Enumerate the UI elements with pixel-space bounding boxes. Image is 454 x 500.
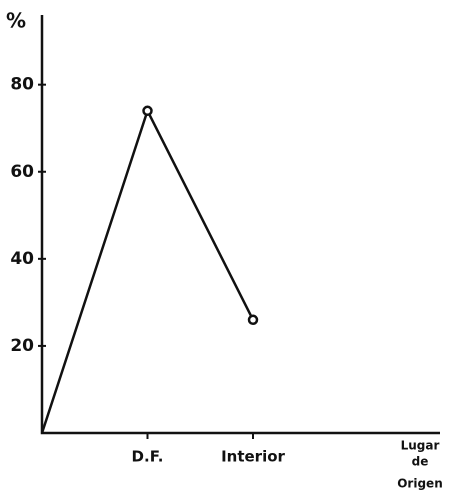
axes [40,15,440,435]
x-tick-label: Interior [221,448,285,466]
x-axis-label: Lugar [401,439,440,453]
data-line [40,109,255,434]
y-axis-label: % [6,9,26,33]
point [247,314,259,326]
y-tick-label: 80 [10,75,34,95]
point [142,105,153,117]
y-tick-label: 20 [10,336,34,356]
x-axis-label: Origen [397,477,443,491]
x-axis-label: de [412,455,429,469]
y-tick-label: 40 [10,249,34,269]
x-tick-label: D.F. [132,448,164,466]
y-tick-label: 60 [10,162,34,182]
